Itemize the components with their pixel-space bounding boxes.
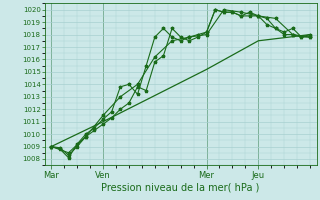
X-axis label: Pression niveau de la mer( hPa ): Pression niveau de la mer( hPa ) [101, 183, 260, 193]
